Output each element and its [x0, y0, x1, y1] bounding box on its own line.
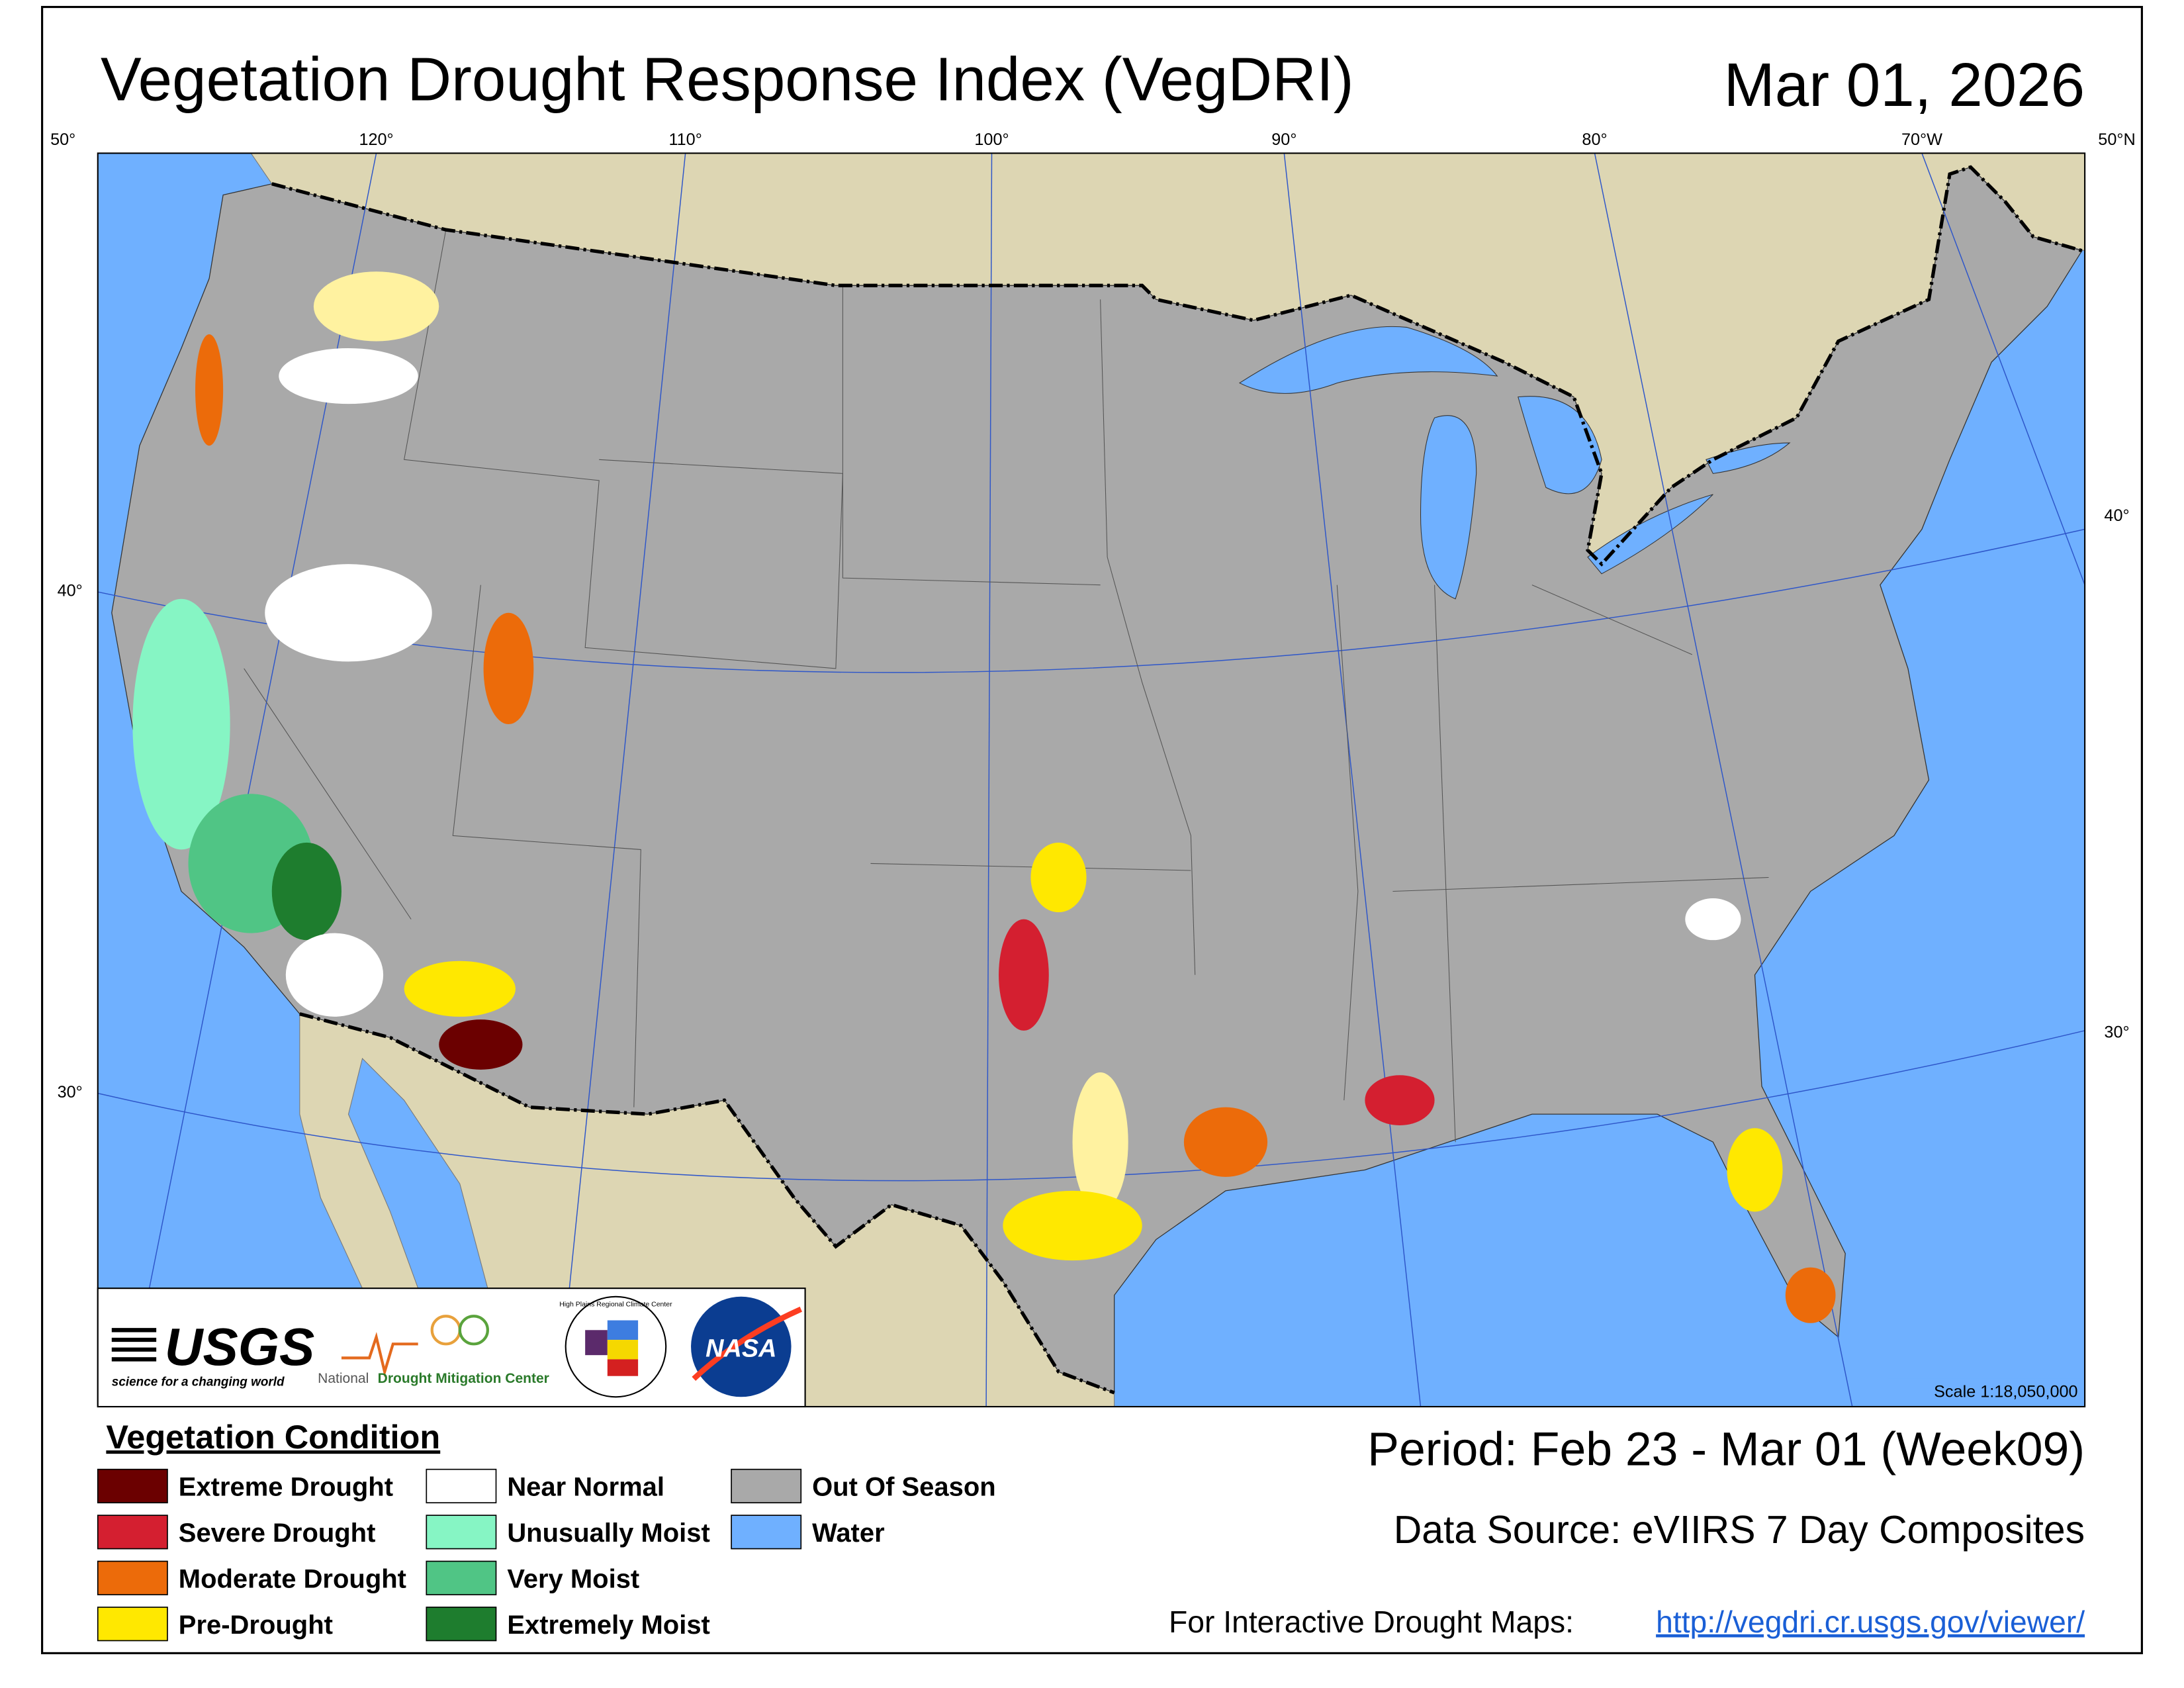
- interactive-label: For Interactive Drought Maps:: [1169, 1605, 1574, 1639]
- longitude-label: 100°: [974, 130, 1009, 149]
- usgs-mark: [111, 1328, 157, 1362]
- legend-swatch: [97, 1560, 168, 1595]
- legend-swatch: [97, 1515, 168, 1550]
- legend-label: Out Of Season: [812, 1473, 996, 1502]
- legend-swatch: [426, 1607, 497, 1642]
- latitude-label: 30°: [2104, 1023, 2129, 1041]
- nasa-logo: [691, 1296, 792, 1397]
- longitude-label: 50°N: [2098, 130, 2135, 149]
- latitude-label: 40°: [58, 581, 83, 600]
- nasa-text: NASA: [705, 1335, 776, 1362]
- legend: Extreme Drought Severe Drought Moderate Dr…: [97, 1468, 996, 1642]
- longitude-label: 80°: [1582, 130, 1607, 149]
- legend-swatch: [731, 1515, 802, 1550]
- usgs-tagline: science for a changing world: [112, 1375, 285, 1389]
- map-area: [97, 153, 2085, 1407]
- longitude-label: 120°: [359, 130, 393, 149]
- interactive-link[interactable]: http://vegdri.cr.usgs.gov/viewer/: [1656, 1605, 2085, 1639]
- legend-label: Extreme Drought: [179, 1473, 393, 1502]
- legend-label: Near Normal: [507, 1473, 664, 1502]
- legend-swatch: [426, 1515, 497, 1550]
- scale-bg: [1887, 1378, 2082, 1404]
- hprcc-block: [585, 1330, 608, 1356]
- hprcc-block: [607, 1340, 639, 1360]
- legend-swatch: [731, 1468, 802, 1504]
- border-line: [271, 165, 2083, 1395]
- ndmc-name: Drought Mitigation Center: [378, 1371, 549, 1386]
- hprcc-block: [607, 1359, 639, 1376]
- latitude-label: 40°: [2104, 506, 2129, 525]
- legend-label: Very Moist: [507, 1565, 639, 1594]
- longitude-label: 70°W: [1901, 130, 1942, 149]
- logo-box: [97, 1288, 806, 1408]
- legend-title: Vegetation Condition: [106, 1418, 440, 1456]
- ndmc-tree: [458, 1315, 489, 1346]
- period: Period: Feb 23 - Mar 01 (Week09): [1367, 1423, 2085, 1476]
- condition-patches: [132, 271, 1836, 1323]
- hprcc-block: [607, 1320, 639, 1340]
- title: Vegetation Drought Response Index (VegDR…: [101, 44, 1354, 113]
- legend-label: Severe Drought: [179, 1519, 376, 1548]
- latitude-label: 30°: [58, 1083, 83, 1102]
- usgs-logo: USGS: [165, 1317, 315, 1376]
- date: Mar 01, 2026: [1724, 50, 2085, 119]
- legend-label: Pre-Drought: [179, 1611, 333, 1640]
- map-frame: [97, 152, 2086, 1408]
- legend-label: Water: [812, 1519, 885, 1548]
- state-lines: [244, 230, 1769, 1143]
- graticule-labels: 50° 120° 110° 100° 90° 80° 70°W 50°N 40° 30° 40° 30…: [50, 130, 2136, 1102]
- longitude-label: 90°: [1271, 130, 1297, 149]
- legend-label: Moderate Drought: [179, 1565, 406, 1594]
- legend-label: Extremely Moist: [507, 1611, 710, 1640]
- data-source: Data Source: eVIIRS 7 Day Composites: [1394, 1509, 2085, 1552]
- ndmc-prefix: National: [318, 1371, 369, 1386]
- scale: Scale 1:18,050,000: [1934, 1382, 2077, 1401]
- nasa-swoosh: [692, 1306, 802, 1381]
- legend-swatch: [97, 1607, 168, 1642]
- legend-swatch: [97, 1468, 168, 1504]
- hprcc-name: High Plains Regional Climate Center: [559, 1301, 672, 1309]
- legend-swatch: [426, 1560, 497, 1595]
- ndmc-icon: [341, 1332, 418, 1378]
- longitude-label: 110°: [668, 130, 702, 149]
- longitude-label: 50°: [50, 130, 75, 149]
- legend-label: Unusually Moist: [507, 1519, 709, 1548]
- great-lakes: [1238, 326, 1791, 600]
- legend-swatch: [426, 1468, 497, 1504]
